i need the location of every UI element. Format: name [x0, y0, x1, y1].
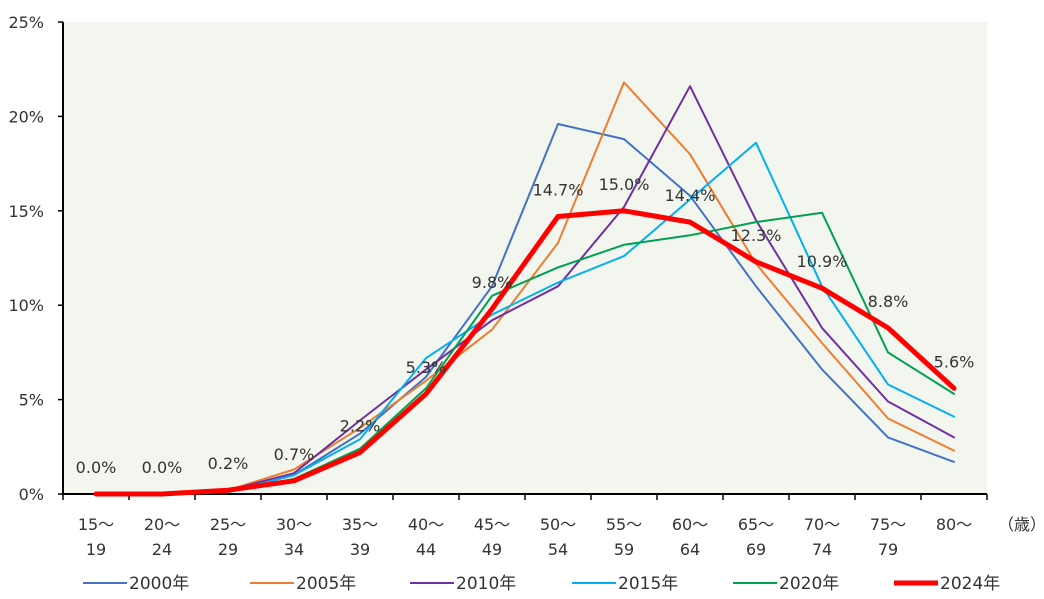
plot-area	[63, 22, 987, 494]
x-tick-label: 25～	[210, 515, 246, 534]
data-label: 10.9%	[797, 252, 848, 271]
x-tick-label-line2: 19	[86, 540, 106, 559]
x-tick-label: 70～	[804, 515, 840, 534]
data-label: 2.2%	[340, 416, 381, 435]
x-tick-label: 30～	[276, 515, 312, 534]
legend-label: 2015年	[618, 574, 678, 594]
data-label: 8.8%	[868, 292, 909, 311]
y-tick-label: 15%	[8, 202, 44, 221]
y-tick-label: 0%	[19, 485, 44, 504]
data-label: 0.0%	[76, 458, 117, 477]
x-tick-label-line2: 39	[350, 540, 370, 559]
legend-label: 2024年	[940, 574, 1000, 594]
data-label: 5.6%	[934, 352, 975, 371]
data-label: 0.0%	[142, 458, 183, 477]
data-label: 5.3%	[406, 358, 447, 377]
x-tick-label-line2: 64	[680, 540, 700, 559]
x-tick-label-line2: 34	[284, 540, 304, 559]
y-tick-label: 10%	[8, 296, 44, 315]
x-tick-label: 20～	[144, 515, 180, 534]
x-axis-unit: （歳）	[998, 515, 1044, 534]
data-label: 12.3%	[731, 226, 782, 245]
series-line-2024年	[93, 208, 957, 497]
y-tick-label: 20%	[8, 107, 44, 126]
x-tick-label-line2: 74	[812, 540, 832, 559]
x-tick-label: 80～	[936, 515, 972, 534]
data-label: 0.7%	[274, 445, 315, 464]
x-tick-label: 65～	[738, 515, 774, 534]
x-tick-label-line2: 54	[548, 540, 568, 559]
x-tick-label: 35～	[342, 515, 378, 534]
data-label: 9.8%	[472, 273, 513, 292]
x-tick-label-line2: 49	[482, 540, 502, 559]
x-tick-label: 40～	[408, 515, 444, 534]
x-tick-label-line2: 24	[152, 540, 172, 559]
data-label: 14.4%	[665, 186, 716, 205]
data-label: 0.2%	[208, 454, 249, 473]
x-tick-label: 45～	[474, 515, 510, 534]
legend-label: 2020年	[779, 574, 839, 594]
x-tick-label-line2: 59	[614, 540, 634, 559]
legend-label: 2005年	[296, 574, 356, 594]
x-tick-label: 55～	[606, 515, 642, 534]
x-tick-label-line2: 29	[218, 540, 238, 559]
data-label: 15.0%	[599, 175, 650, 194]
y-tick-label: 25%	[8, 13, 44, 32]
x-tick-label: 15～	[78, 515, 114, 534]
x-tick-label: 60～	[672, 515, 708, 534]
x-tick-label: 75～	[870, 515, 906, 534]
y-tick-label: 5%	[19, 391, 44, 410]
legend-label: 2010年	[456, 574, 516, 594]
x-tick-label-line2: 44	[416, 540, 436, 559]
x-tick-label: 50～	[540, 515, 576, 534]
data-label: 14.7%	[533, 180, 584, 199]
x-tick-label-line2: 69	[746, 540, 766, 559]
legend-label: 2000年	[129, 574, 189, 594]
x-tick-label-line2: 79	[878, 540, 898, 559]
